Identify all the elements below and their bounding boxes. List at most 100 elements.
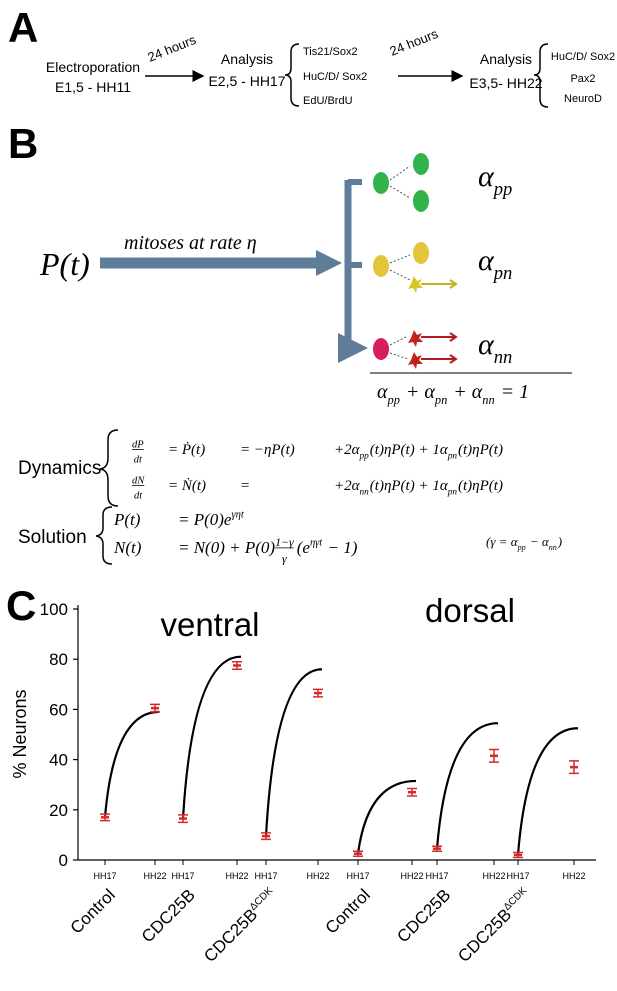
- fate-label-subscript: pp: [492, 179, 513, 200]
- step-title: Analysis: [221, 51, 273, 67]
- condition-label: CDC25B: [393, 885, 454, 946]
- condition-superscript: ΔCDK: [248, 885, 276, 913]
- brace: [95, 506, 113, 565]
- equation-superscript: ηγt: [310, 537, 323, 548]
- marker-label: EdU/BrdU: [303, 95, 353, 107]
- constraint: α: [377, 381, 388, 403]
- equation-numerator: 1−γ: [275, 535, 294, 549]
- panel-label: A: [8, 4, 38, 51]
- condition-label: CDC25BΔCDK: [200, 885, 281, 966]
- brace: [99, 429, 119, 507]
- equation-subscript: pn: [447, 488, 458, 498]
- equation: (t)ηP(t) + 1α: [370, 478, 449, 494]
- equation-numerator: dN: [132, 476, 145, 487]
- equation: (e: [297, 538, 311, 557]
- region-title: dorsal: [425, 592, 515, 629]
- equation-denominator: dt: [134, 490, 143, 501]
- equation-note: ): [557, 534, 562, 549]
- constraint-subscript: nn: [482, 393, 494, 407]
- fate-label-subscript: pn: [492, 263, 513, 284]
- step-stage: E1,5 - HH11: [55, 79, 131, 95]
- condition-name: CDC25B: [200, 905, 261, 966]
- equation-note: − α: [527, 534, 550, 549]
- condition-label: CDC25BΔCDK: [454, 885, 535, 966]
- marker-label: Tis21/Sox2: [303, 46, 358, 58]
- fate-label-subscript: nn: [494, 347, 513, 368]
- process: mitoses at rate η: [124, 232, 257, 254]
- error-bar: [569, 760, 579, 775]
- fate-label: α: [478, 160, 495, 193]
- equation: = Ṅ(t): [168, 478, 206, 494]
- error-bar: [489, 748, 499, 763]
- condition-name: CDC25B: [454, 905, 515, 966]
- interval-label: 24 hours: [388, 26, 441, 59]
- constraint: + α: [401, 381, 435, 403]
- model-curve: [516, 727, 579, 856]
- equation-subscript: pp: [359, 452, 370, 462]
- fate-label: α: [478, 328, 495, 361]
- equation-subscript: nn: [360, 488, 370, 498]
- marker-label: NeuroD: [564, 93, 602, 105]
- condition-label: CDC25B: [138, 885, 199, 946]
- condition-name: Control: [322, 885, 374, 937]
- equation-note-subscript: pp: [517, 543, 526, 552]
- model-curve: [103, 710, 160, 818]
- equation-subscript: pn: [447, 452, 458, 462]
- x-tick-label: HH22: [482, 871, 505, 881]
- equation: =: [240, 478, 250, 494]
- equation: (t)ηP(t) + 1α: [370, 442, 449, 458]
- equation: = −ηP(t): [240, 442, 295, 458]
- x-tick-label: HH22: [306, 871, 329, 881]
- condition-name: CDC25B: [138, 885, 199, 946]
- step-stage: E2,5 - HH17: [208, 73, 285, 89]
- error-bar: [178, 814, 188, 824]
- interval-label: 24 hours: [146, 32, 199, 65]
- y-tick-label: 100: [40, 600, 68, 619]
- marker-label: Pax2: [570, 73, 595, 85]
- lineage-diagram: [100, 153, 572, 373]
- y-tick-label: 80: [49, 650, 68, 669]
- equation-superscript: γηt: [231, 509, 244, 520]
- model-curve: [264, 668, 323, 837]
- equation: = N(0) + P(0): [178, 538, 275, 557]
- x-tick-label: HH17: [254, 871, 277, 881]
- x-tick-label: HH22: [400, 871, 423, 881]
- error-bar: [432, 845, 442, 852]
- condition-name: Control: [67, 885, 119, 937]
- panel-label: C: [6, 582, 36, 629]
- step-title: Analysis: [480, 51, 532, 67]
- equation-note-subscript: nn: [549, 543, 557, 552]
- y-tick-label: 40: [49, 751, 68, 770]
- error-bar: [313, 688, 323, 698]
- equation-label: Dynamics: [18, 458, 101, 479]
- equation-note: (γ = α: [486, 534, 519, 549]
- x-tick-label: HH22: [143, 871, 166, 881]
- panel-label: B: [8, 120, 38, 167]
- x-tick-label: HH17: [93, 871, 116, 881]
- y-tick-label: 0: [59, 851, 68, 870]
- error-bar: [150, 703, 160, 713]
- equation: +2α: [334, 478, 361, 494]
- step-stage: E3,5- HH22: [469, 75, 542, 91]
- y-tick-label: 20: [49, 801, 68, 820]
- constraint-subscript: pp: [387, 393, 400, 407]
- error-bar: [407, 787, 417, 797]
- error-bar: [232, 660, 242, 670]
- y-tick-label: 60: [49, 700, 68, 719]
- equation-label: Solution: [18, 527, 87, 548]
- constraint: = 1: [496, 381, 530, 403]
- x-tick-label: HH17: [346, 871, 369, 881]
- x-tick-label: HH17: [171, 871, 194, 881]
- equation: − 1): [323, 538, 357, 557]
- x-tick-label: HH22: [562, 871, 585, 881]
- model-curve: [435, 722, 499, 849]
- equation: = Ṗ(t): [168, 442, 205, 458]
- equation-numerator: dP: [132, 440, 144, 451]
- constraint-subscript: pn: [434, 393, 447, 407]
- condition-name: CDC25B: [393, 885, 454, 946]
- equation: +2α: [334, 442, 361, 458]
- error-bar: [353, 850, 363, 857]
- step-title: Electroporation: [46, 59, 140, 75]
